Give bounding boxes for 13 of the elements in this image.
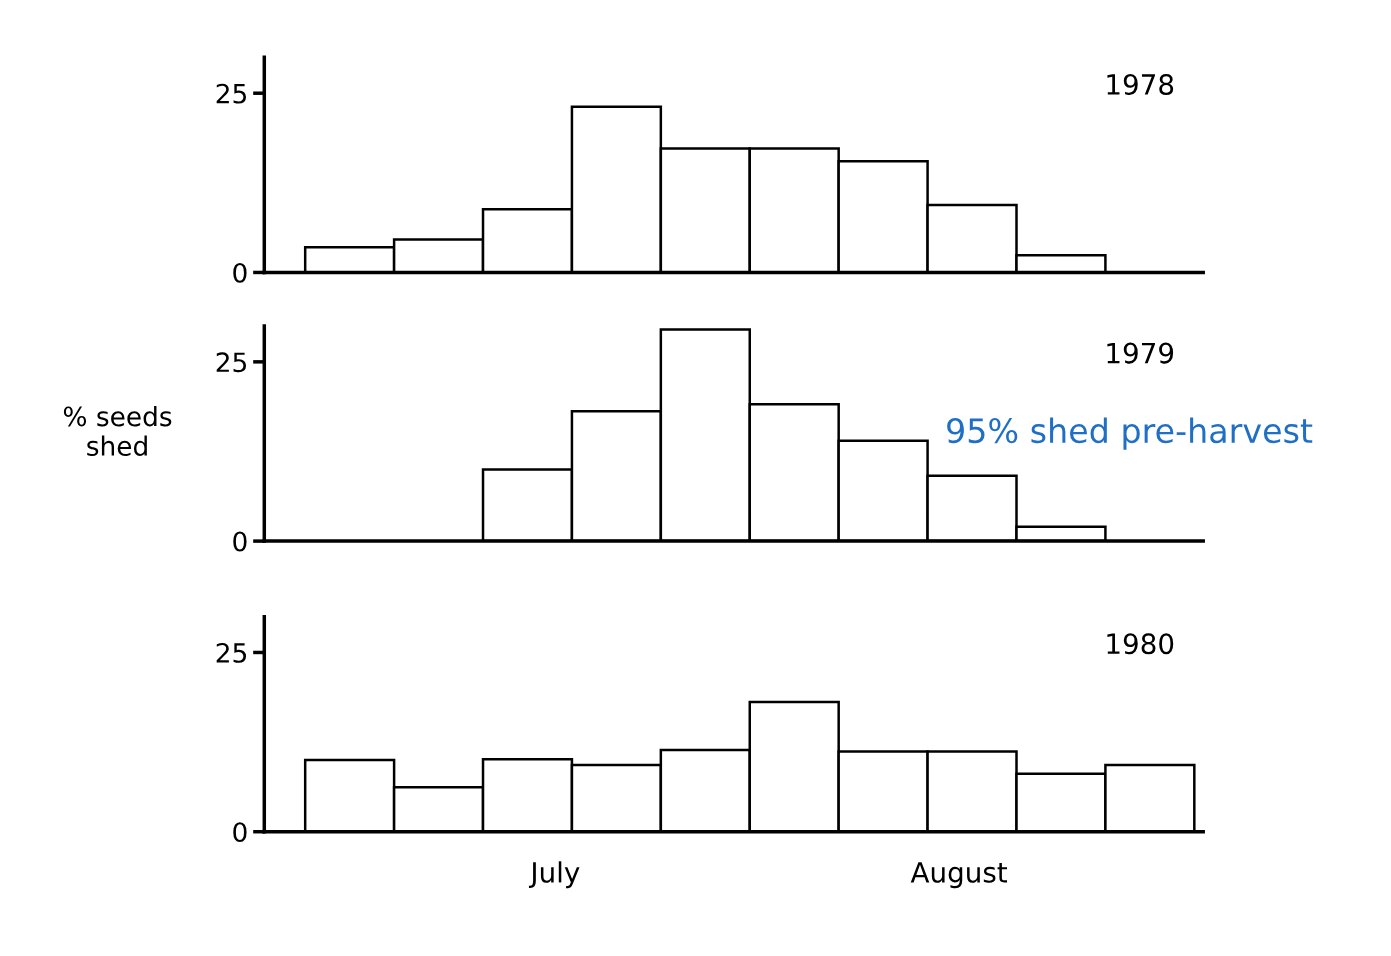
y-tick-label: 0: [233, 531, 247, 552]
y-tick-label: 0: [233, 822, 247, 843]
chart-title: 1978: [1107, 73, 1174, 95]
text: August: [910, 862, 1008, 889]
y-tick-label: 25: [216, 83, 247, 104]
chart-title: 1979: [1107, 342, 1174, 364]
y-tick-label: 25: [216, 352, 247, 373]
text: July: [528, 861, 580, 889]
y-tick-label: 25: [216, 642, 247, 663]
annotation: 95% shed pre-harvest: [947, 417, 1313, 450]
y-axis-title: % seeds shed: [63, 406, 172, 456]
y-tick-label: 0: [233, 262, 247, 283]
chart-title: 1980: [1107, 633, 1174, 655]
